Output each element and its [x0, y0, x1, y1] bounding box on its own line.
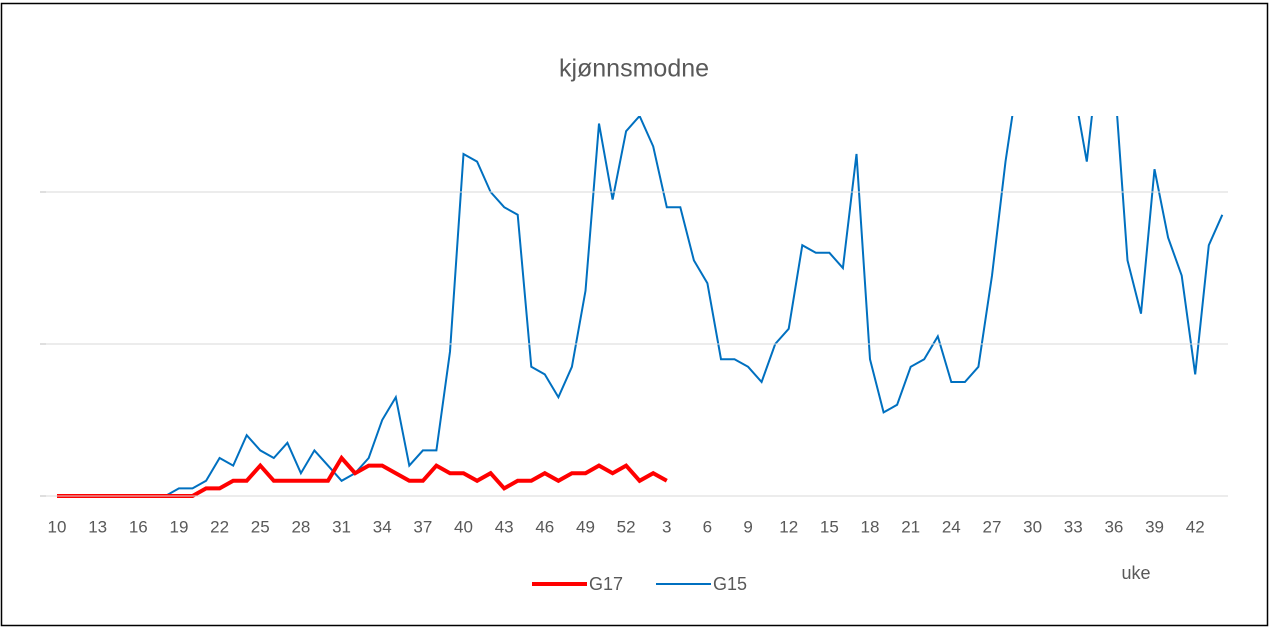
- x-tick-label: 18: [861, 517, 880, 536]
- x-tick-label: 39: [1145, 517, 1164, 536]
- x-tick-label: 34: [373, 517, 392, 536]
- x-axis-label: uke: [1121, 563, 1150, 583]
- x-tick-label: 25: [251, 517, 270, 536]
- x-tick-label: 49: [576, 517, 595, 536]
- x-tick-label: 37: [413, 517, 432, 536]
- x-tick-label: 31: [332, 517, 351, 536]
- legend-label: G15: [713, 574, 747, 594]
- x-tick-label: 33: [1064, 517, 1083, 536]
- x-tick-label: 28: [291, 517, 310, 536]
- x-tick-label: 42: [1186, 517, 1205, 536]
- x-tick-label: 52: [617, 517, 636, 536]
- x-tick-label: 3: [662, 517, 671, 536]
- x-tick-label: 12: [779, 517, 798, 536]
- x-tick-label: 30: [1023, 517, 1042, 536]
- x-tick-label: 15: [820, 517, 839, 536]
- chart-title: kjønnsmodne: [559, 55, 709, 83]
- x-tick-label: 16: [129, 517, 148, 536]
- x-tick-label: 6: [703, 517, 712, 536]
- x-tick-label: 22: [210, 517, 229, 536]
- x-tick-label: 21: [901, 517, 920, 536]
- x-tick-label: 40: [454, 517, 473, 536]
- x-tick-label: 13: [88, 517, 107, 536]
- series-line: [57, 116, 1224, 497]
- x-tick-label: 36: [1104, 517, 1123, 536]
- x-tick-label: 19: [169, 517, 188, 536]
- x-tick-label: 24: [942, 517, 961, 536]
- legend-label: G17: [589, 574, 623, 594]
- x-tick-label: 10: [48, 517, 67, 536]
- x-tick-label: 43: [495, 517, 514, 536]
- x-tick-label: 27: [982, 517, 1001, 536]
- x-tick-label: 46: [535, 517, 554, 536]
- x-tick-label: 9: [743, 517, 752, 536]
